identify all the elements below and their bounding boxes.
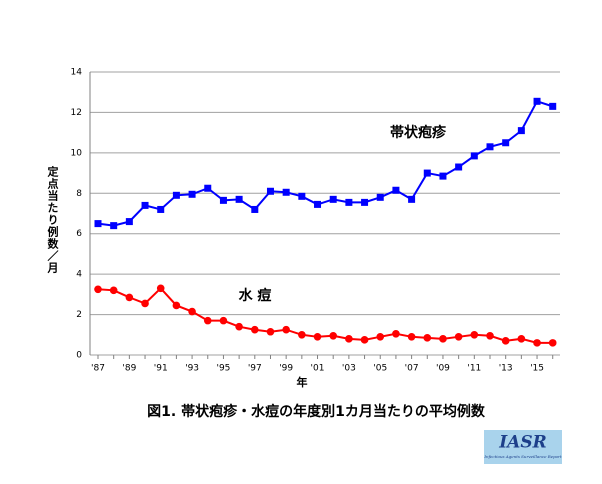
point	[392, 329, 400, 338]
x-tick-label: '97	[248, 364, 262, 374]
point	[407, 333, 416, 341]
point	[439, 335, 447, 343]
x-tick-label: '95	[216, 364, 230, 374]
point	[361, 198, 369, 206]
point	[235, 322, 243, 331]
point	[455, 163, 463, 171]
point	[125, 218, 133, 226]
point	[157, 205, 165, 213]
y-axis-label: 定点当たり例数／月	[46, 165, 60, 274]
point	[360, 336, 369, 344]
point	[219, 196, 227, 204]
x-tick-label: '09	[436, 364, 450, 374]
x-tick-label: '93	[185, 364, 199, 374]
point	[172, 191, 180, 199]
point	[345, 198, 353, 206]
point	[549, 102, 557, 110]
x-tick-label: '01	[311, 364, 325, 374]
point	[392, 186, 400, 194]
point	[251, 325, 259, 334]
point	[141, 299, 149, 308]
y-tick-label: 14	[71, 68, 83, 78]
x-tick-label: '87	[91, 364, 105, 374]
point	[470, 330, 479, 339]
point	[533, 97, 541, 105]
point	[235, 195, 243, 203]
x-tick-label: '03	[342, 364, 356, 374]
point	[345, 335, 353, 343]
series-line	[97, 286, 553, 344]
point	[188, 190, 196, 198]
point	[141, 201, 149, 209]
point	[203, 316, 212, 325]
point	[94, 220, 102, 228]
point	[439, 172, 447, 180]
y-tick-label: 12	[71, 108, 82, 118]
point	[313, 333, 322, 341]
x-tick-label: '15	[530, 364, 544, 374]
point	[125, 293, 134, 302]
logo-background	[484, 430, 562, 464]
point	[329, 195, 337, 203]
point	[298, 330, 306, 339]
y-tick-label: 0	[76, 351, 82, 361]
point	[109, 286, 118, 295]
point	[172, 301, 181, 310]
point	[156, 284, 165, 293]
point	[251, 205, 259, 213]
point	[486, 143, 494, 151]
point	[204, 184, 212, 192]
x-axis-label: 年	[297, 375, 308, 389]
point	[423, 169, 431, 177]
series-line	[97, 100, 554, 227]
point	[329, 331, 338, 340]
point	[470, 152, 478, 160]
y-tick-label: 6	[76, 229, 82, 239]
point	[314, 200, 322, 208]
y-tick-label: 2	[76, 310, 82, 320]
y-tick-label: 10	[71, 148, 83, 158]
y-tick-label: 4	[76, 270, 82, 280]
point	[486, 331, 494, 340]
series-label: 帯状疱疹	[390, 124, 447, 141]
point	[298, 192, 306, 200]
x-tick-label: '07	[405, 364, 419, 374]
logo-subtitle: Infectious Agents Surveillance Report	[483, 454, 562, 459]
x-tick-label: '13	[499, 364, 513, 374]
x-tick-label: '05	[373, 364, 387, 374]
x-tick-label: '89	[122, 364, 136, 374]
chart-caption: 図1. 帯状疱疹・水痘の年度別1カ月当たりの平均例数	[147, 403, 486, 420]
point	[110, 222, 118, 230]
point	[188, 307, 196, 316]
point	[548, 339, 557, 347]
point	[517, 127, 525, 135]
x-tick-label: '11	[467, 364, 481, 374]
point	[282, 188, 290, 196]
logo: IASR Infectious Agents Surveillance Repo…	[483, 430, 562, 464]
point	[266, 187, 274, 195]
logo-title: IASR	[498, 433, 547, 453]
point	[502, 139, 510, 147]
point	[266, 327, 275, 336]
point	[94, 285, 102, 294]
point	[219, 316, 228, 325]
series-label: 水 痘	[239, 287, 272, 304]
point	[501, 337, 510, 345]
point	[408, 195, 416, 203]
point	[282, 325, 290, 334]
point	[454, 333, 463, 341]
point	[376, 333, 385, 341]
x-tick-label: '91	[154, 364, 168, 374]
point	[376, 193, 384, 201]
point	[533, 339, 541, 347]
y-tick-label: 8	[76, 189, 82, 199]
point	[517, 335, 526, 343]
point	[423, 334, 432, 342]
x-tick-label: '99	[279, 364, 293, 374]
